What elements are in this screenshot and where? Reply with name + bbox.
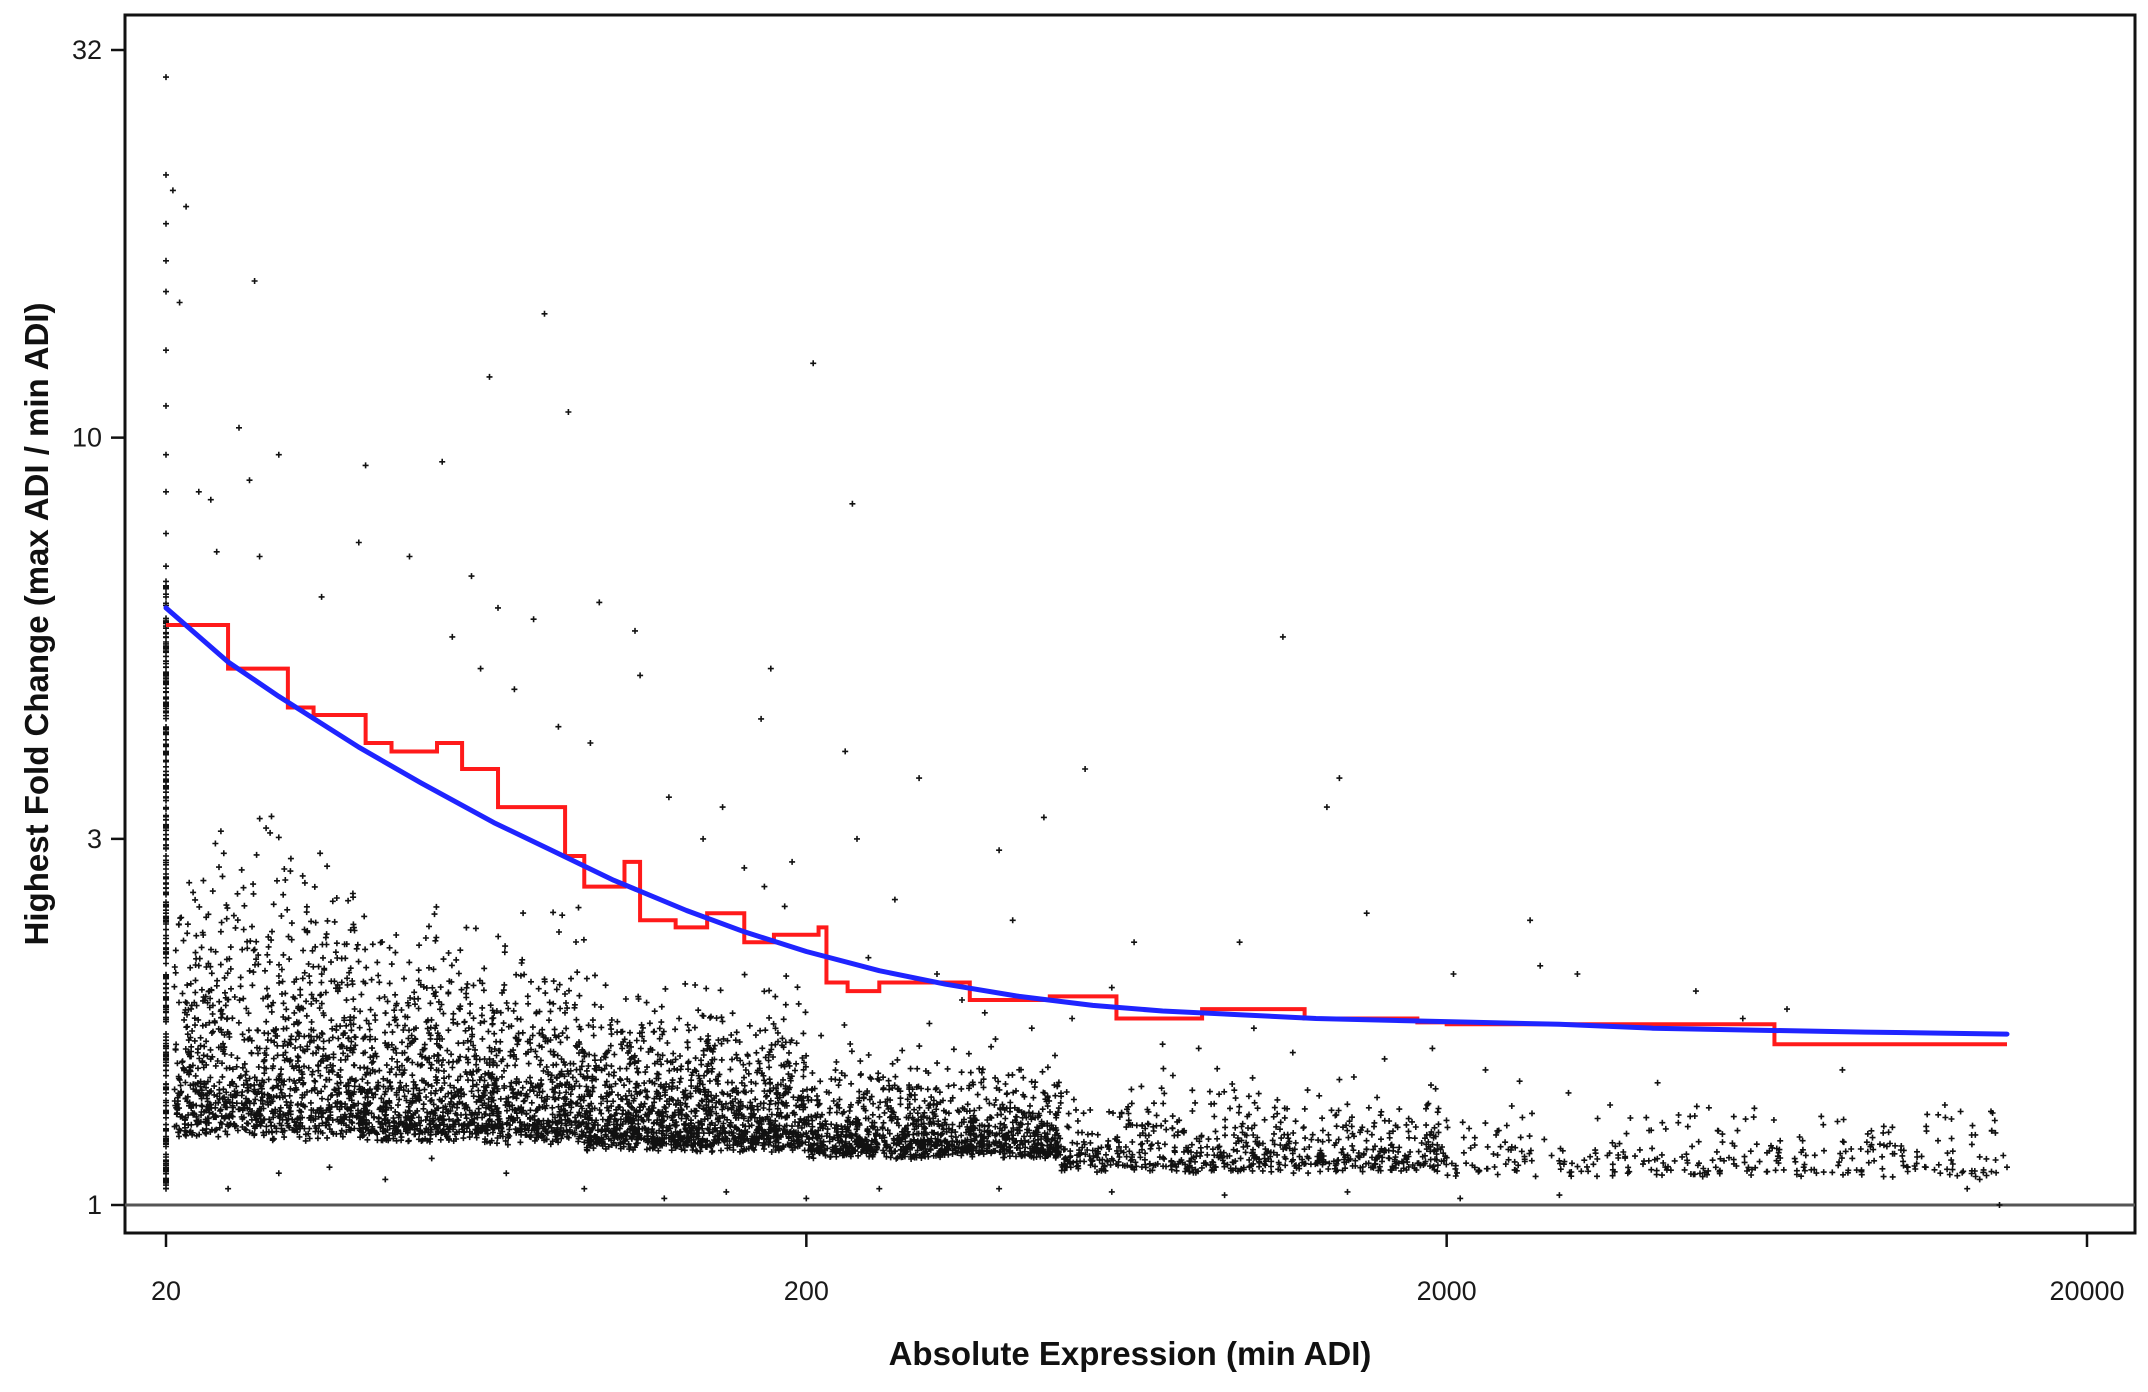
y-tick-label: 1 (87, 1190, 102, 1220)
axes: 20 200 2000 20000 1 3 10 32 (72, 35, 2125, 1306)
x-tick-label: 20 (151, 1276, 181, 1306)
x-tick-label: 200 (784, 1276, 829, 1306)
scatter-points (163, 74, 2010, 1208)
plot-frame (123, 13, 2137, 1235)
x-axis-title: Absolute Expression (min ADI) (889, 1335, 1372, 1372)
y-tick-label: 10 (72, 423, 102, 453)
scatter-point-cloud (163, 74, 2010, 1208)
y-tick-label: 32 (72, 35, 102, 65)
step-series-line (166, 622, 2007, 1047)
series-lines (163, 605, 2010, 1047)
y-axis-title: Highest Fold Change (max ADI / min ADI) (18, 303, 55, 946)
x-tick-label: 2000 (1417, 1276, 1477, 1306)
x-tick-label: 20000 (2049, 1276, 2124, 1306)
smooth-curve-line (163, 605, 2010, 1037)
y-tick-label: 3 (87, 824, 102, 854)
